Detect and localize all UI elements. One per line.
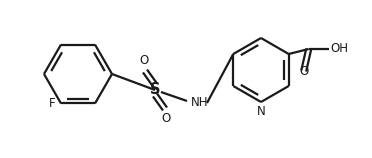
Text: N: N [257,105,265,118]
Text: OH: OH [331,43,349,55]
Text: S: S [150,82,160,97]
Text: O: O [161,112,171,125]
Text: O: O [140,55,149,67]
Text: O: O [299,65,308,78]
Text: F: F [49,97,56,110]
Text: NH: NH [191,97,208,109]
